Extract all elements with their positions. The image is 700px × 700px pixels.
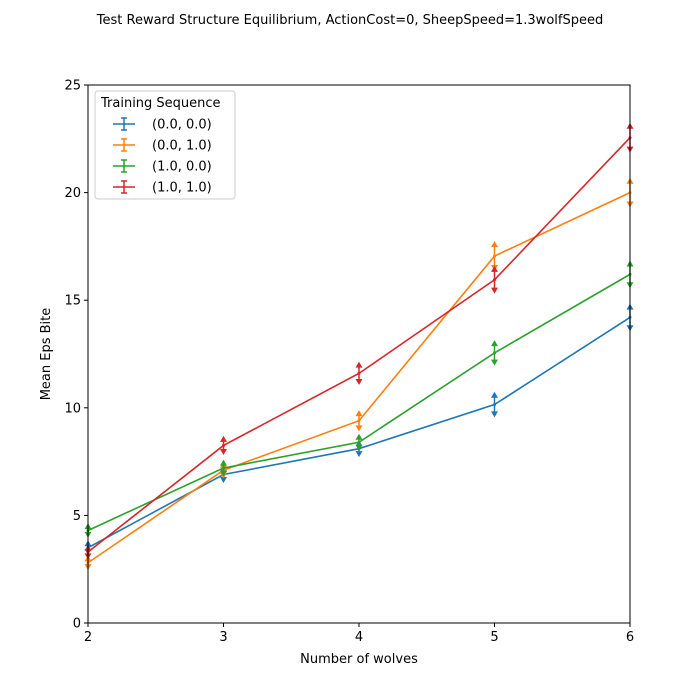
error-cap-lower (220, 470, 227, 477)
error-cap-upper (355, 433, 363, 440)
data-point (357, 419, 361, 423)
y-axis-label: Mean Eps Bite (39, 308, 54, 401)
error-cap-upper (355, 361, 363, 368)
legend-label: (1.0, 1.0) (152, 181, 212, 196)
x-tick-label: 2 (84, 630, 92, 645)
legend: Training Sequence (0.0, 0.0) (0.0, 1.0) (1.… (94, 90, 236, 200)
error-cap-lower (220, 476, 227, 483)
error-cap-lower (491, 411, 498, 418)
error-cap-upper (220, 435, 227, 442)
error-cap-upper (220, 459, 227, 466)
x-tick-label: 3 (219, 630, 227, 645)
error-cap-lower (220, 448, 227, 455)
error-cap-lower (491, 287, 498, 294)
y-tick-label: 20 (64, 186, 81, 201)
error-cap-lower (355, 451, 363, 458)
legend-box (94, 90, 236, 200)
legend-label: (1.0, 0.0) (152, 160, 212, 175)
error-cap-upper (355, 410, 363, 417)
chart-title: Test Reward Structure Equilibrium, Actio… (96, 13, 603, 28)
y-tick-label: 25 (64, 79, 81, 94)
data-point (357, 371, 361, 375)
x-tick-label: 5 (490, 630, 498, 645)
error-cap-lower (491, 359, 498, 366)
legend-label: (0.0, 1.0) (152, 139, 212, 154)
data-point (357, 440, 361, 444)
error-cap-lower (355, 425, 363, 432)
data-point (493, 403, 496, 407)
x-axis-label: Number of wolves (300, 652, 418, 667)
legend-label: (0.0, 0.0) (152, 118, 212, 133)
y-tick-label: 5 (73, 509, 81, 524)
x-tick-label: 6 (626, 630, 634, 645)
data-point (493, 351, 496, 355)
y-tick-label: 0 (73, 617, 81, 632)
error-cap-upper (491, 391, 498, 398)
series-line-0 (87, 316, 631, 549)
series-line-3 (87, 137, 631, 553)
error-cap-upper (491, 340, 498, 347)
data-point (222, 466, 225, 470)
y-tick-label: 10 (64, 401, 81, 416)
error-cap-lower (355, 379, 363, 386)
legend-title: Training Sequence (100, 96, 221, 111)
data-point (493, 254, 496, 258)
data-point (222, 443, 225, 447)
error-cap-upper (491, 265, 498, 272)
y-tick-label: 15 (64, 294, 81, 309)
x-tick-label: 4 (355, 630, 363, 645)
series-line-2 (87, 273, 631, 532)
error-cap-lower (355, 444, 363, 451)
data-point (493, 278, 496, 282)
axes: 2 3 4 5 6 0 5 10 15 20 25 (64, 79, 634, 646)
error-cap-upper (491, 241, 498, 248)
